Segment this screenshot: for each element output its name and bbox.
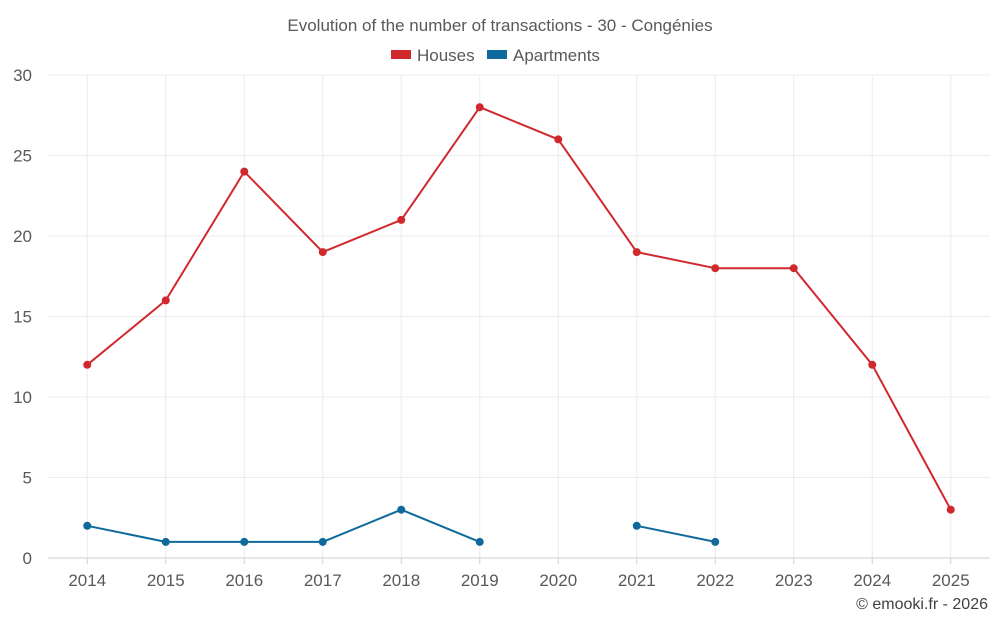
data-point-houses[interactable] xyxy=(868,360,877,369)
x-tick-label: 2024 xyxy=(853,571,891,590)
chart-title: Evolution of the number of transactions … xyxy=(287,16,712,35)
x-tick-label: 2025 xyxy=(932,571,970,590)
y-tick-label: 30 xyxy=(13,66,32,85)
data-point-apartments[interactable] xyxy=(240,537,249,546)
data-point-houses[interactable] xyxy=(397,215,406,224)
series xyxy=(83,103,955,546)
legend-swatch-apartments[interactable] xyxy=(487,50,507,59)
x-tick-label: 2014 xyxy=(68,571,106,590)
legend[interactable]: Houses Apartments xyxy=(391,46,600,65)
data-point-houses[interactable] xyxy=(554,135,563,144)
grid xyxy=(48,74,990,558)
data-point-houses[interactable] xyxy=(83,360,92,369)
series-line-apartments xyxy=(635,524,717,543)
legend-swatch-houses[interactable] xyxy=(391,50,411,59)
x-tick-label: 2017 xyxy=(304,571,342,590)
y-tick-label: 20 xyxy=(13,227,32,246)
data-point-houses[interactable] xyxy=(240,167,249,176)
data-point-houses[interactable] xyxy=(475,103,484,112)
x-tick-label: 2016 xyxy=(225,571,263,590)
y-tick-label: 10 xyxy=(13,388,32,407)
x-tick-label: 2018 xyxy=(382,571,420,590)
data-point-houses[interactable] xyxy=(789,264,798,273)
series-line-apartments xyxy=(86,508,481,543)
series-line-houses xyxy=(86,106,952,511)
data-point-apartments[interactable] xyxy=(397,505,406,514)
data-point-apartments[interactable] xyxy=(161,537,170,546)
data-point-apartments[interactable] xyxy=(632,521,641,530)
data-point-houses[interactable] xyxy=(161,296,170,305)
x-tick-label: 2022 xyxy=(696,571,734,590)
data-point-apartments[interactable] xyxy=(711,537,720,546)
credit-text: © emooki.fr - 2026 xyxy=(856,596,988,613)
data-point-apartments[interactable] xyxy=(318,537,327,546)
x-tick-label: 2019 xyxy=(461,571,499,590)
data-point-apartments[interactable] xyxy=(83,521,92,530)
y-tick-label: 15 xyxy=(13,308,32,327)
x-tick-label: 2023 xyxy=(775,571,813,590)
legend-label-houses[interactable]: Houses xyxy=(417,46,475,65)
data-point-apartments[interactable] xyxy=(475,537,484,546)
y-tick-label: 0 xyxy=(23,549,32,568)
data-point-houses[interactable] xyxy=(711,264,720,273)
data-point-houses[interactable] xyxy=(318,248,327,257)
legend-label-apartments[interactable]: Apartments xyxy=(513,46,600,65)
y-tick-label: 25 xyxy=(13,147,32,166)
x-tick-label: 2021 xyxy=(618,571,656,590)
y-tick-label: 5 xyxy=(23,469,32,488)
x-tick-label: 2015 xyxy=(147,571,185,590)
x-tick-label: 2020 xyxy=(539,571,577,590)
data-point-houses[interactable] xyxy=(946,505,955,514)
data-point-houses[interactable] xyxy=(632,248,641,257)
